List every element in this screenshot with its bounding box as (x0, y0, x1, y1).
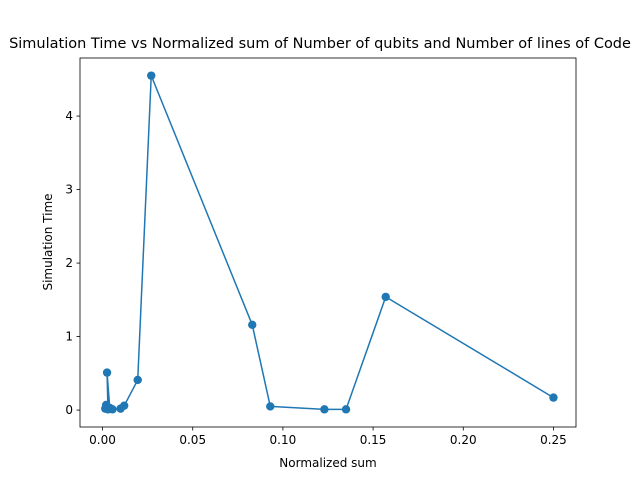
y-tick-label: 0 (65, 403, 73, 417)
data-point (147, 71, 156, 80)
x-axis-ticks: 0.00 0.05 0.10 0.15 0.20 0.25 (89, 427, 567, 447)
y-tick-label: 3 (65, 183, 73, 197)
x-axis-label: Normalized sum (279, 456, 376, 470)
x-tick-label: 0.15 (360, 433, 387, 447)
y-tick-label: 1 (65, 330, 73, 344)
plot-frame (79, 57, 577, 428)
series-line (104, 74, 554, 411)
data-point (102, 368, 112, 377)
chart-title: Simulation Time vs Normalized sum of Num… (9, 36, 631, 52)
plot-area (79, 57, 577, 428)
data-point (266, 402, 275, 411)
x-tick-label: 0.00 (89, 433, 116, 447)
data-point (133, 375, 142, 385)
data-point (341, 405, 351, 414)
y-tick-label: 4 (65, 109, 73, 123)
x-tick-label: 0.05 (179, 433, 206, 447)
data-point (119, 401, 129, 410)
data-point (320, 405, 329, 414)
data-point (381, 292, 390, 302)
data-point (549, 393, 558, 402)
x-tick-label: 0.25 (540, 433, 567, 447)
y-axis-ticks: 0 1 2 3 4 (65, 109, 80, 417)
x-tick-label: 0.10 (270, 433, 297, 447)
y-axis-label: Simulation Time (41, 193, 55, 290)
x-tick-label: 0.20 (450, 433, 477, 447)
y-tick-label: 2 (65, 256, 73, 270)
data-point (108, 405, 117, 414)
data-point (248, 320, 257, 330)
series-layer (101, 71, 558, 414)
